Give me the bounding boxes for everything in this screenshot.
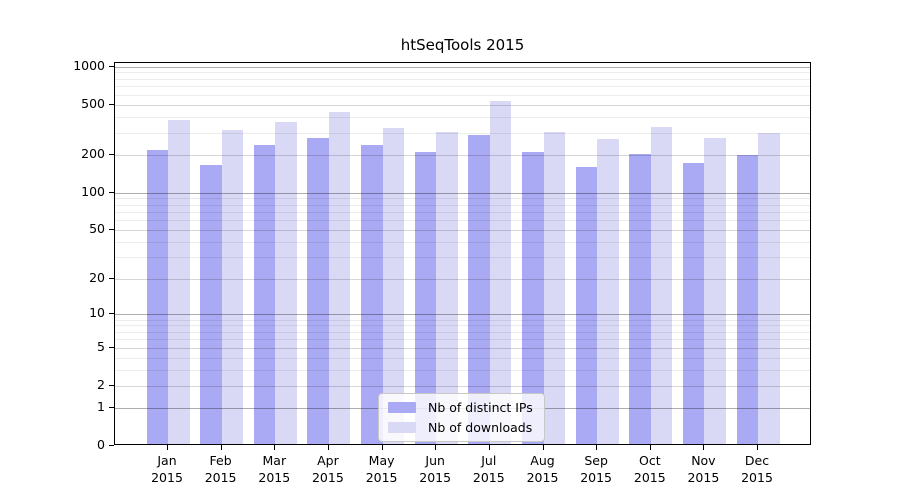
bar-distinct-ips-mar [253,145,276,444]
bar-distinct-ips-sep [575,167,598,444]
bar-distinct-ips-jun [414,152,437,444]
x-tick-label-feb: Feb 2015 [204,453,237,485]
y-tick-mark-2 [109,384,114,386]
bar-distinct-ips-jul [468,134,490,444]
bar-downloads-apr [328,111,351,444]
y-tick-label-1000: 1000 [73,57,105,73]
x-tick-mark-may [381,445,383,450]
bar-distinct-ips-feb [200,164,222,444]
bar-downloads-jun [436,132,458,444]
legend-label-downloads: Nb of downloads [428,420,533,435]
bar-downloads-may [382,127,405,444]
bar-downloads-mar [275,122,297,444]
y-tick-mark-50 [109,229,114,230]
bar-distinct-ips-apr [307,137,329,444]
x-tick-label-dec: Dec 2015 [741,453,773,485]
x-tick-label-jun: Jun 2015 [419,453,452,485]
x-tick-label-nov: Nov 2015 [687,453,720,485]
x-tick-mark-oct [649,445,651,450]
y-tick-label-5: 5 [97,338,105,354]
bar-downloads-sep [597,138,619,444]
y-tick-mark-20 [109,277,114,279]
legend-swatch-distinct-ips [388,402,416,413]
bar-layer [115,63,810,444]
x-tick-mark-jul [488,445,490,450]
bar-downloads-nov [704,138,726,444]
legend-label-distinct-ips: Nb of distinct IPs [428,400,533,415]
x-tick-mark-feb [220,445,222,450]
y-tick-mark-1 [109,406,114,408]
y-tick-label-50: 50 [89,221,105,236]
x-tick-label-jan: Jan 2015 [151,453,183,485]
y-tick-mark-1000 [109,65,114,67]
y-tick-label-100: 100 [81,183,105,199]
bar-distinct-ips-dec [736,155,758,444]
bar-distinct-ips-nov [682,162,705,444]
y-tick-label-1: 1 [97,398,105,414]
y-tick-label-0: 0 [97,437,105,452]
y-tick-mark-0 [109,445,114,446]
bar-downloads-jan [168,119,190,444]
bar-downloads-dec [758,132,780,444]
bar-distinct-ips-may [361,145,383,444]
x-tick-label-oct: Oct 2015 [633,453,666,485]
y-tick-mark-5 [109,346,114,348]
x-tick-label-apr: Apr 2015 [311,453,344,485]
x-tick-label-sep: Sep 2015 [580,453,612,485]
y-tick-mark-10 [109,313,114,315]
y-tick-label-10: 10 [89,305,105,321]
x-tick-label-mar: Mar 2015 [258,453,291,485]
bar-distinct-ips-jan [146,149,168,444]
x-tick-mark-nov [703,445,705,450]
x-tick-mark-jan [167,445,168,450]
y-tick-label-500: 500 [81,95,105,111]
y-tick-label-200: 200 [81,145,105,161]
x-tick-mark-sep [596,445,598,450]
plot-area [114,62,811,445]
x-tick-label-jul: Jul 2015 [472,453,505,485]
legend-swatch-downloads [388,422,416,433]
bar-downloads-jul [489,101,512,444]
legend-item-distinct-ips: Nb of distinct IPs [388,400,533,415]
bar-distinct-ips-aug [522,152,544,444]
y-tick-mark-100 [109,191,114,193]
x-tick-label-aug: Aug 2015 [526,453,559,485]
bar-distinct-ips-oct [629,154,651,444]
chart-title: htSeqTools 2015 [400,36,525,54]
bar-downloads-oct [650,126,673,444]
y-tick-label-20: 20 [89,269,105,285]
legend-item-downloads: Nb of downloads [388,420,533,435]
y-tick-mark-200 [109,153,114,155]
x-tick-mark-apr [327,445,329,450]
bar-downloads-feb [221,129,244,444]
y-tick-mark-500 [109,103,114,105]
legend: Nb of distinct IPs Nb of downloads [378,393,545,442]
x-tick-mark-aug [542,445,544,450]
y-tick-label-2: 2 [97,376,105,392]
x-tick-mark-jun [435,445,437,450]
x-tick-mark-dec [757,445,758,450]
x-tick-label-may: May 2015 [365,453,398,485]
x-tick-mark-mar [274,445,276,450]
bar-downloads-aug [543,131,565,444]
